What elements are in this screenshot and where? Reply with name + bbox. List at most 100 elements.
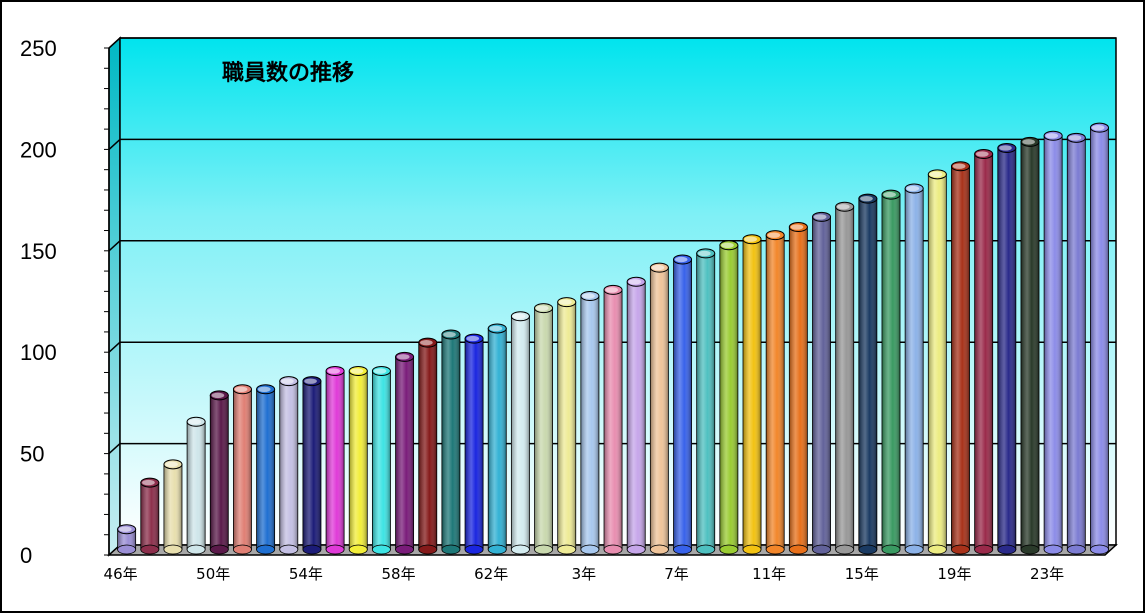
bar-shade [395, 356, 414, 550]
bar-shade [928, 174, 947, 550]
bar-base [140, 544, 160, 555]
bar [232, 384, 252, 555]
bar-top-highlight [466, 335, 480, 342]
bar-shade [163, 464, 182, 550]
bar [325, 366, 345, 555]
x-tick-label: 46年 [104, 565, 138, 583]
bar-top-highlight [350, 368, 364, 374]
bar-base [673, 544, 692, 555]
y-tick-label: 0 [20, 543, 32, 568]
bar [256, 384, 276, 555]
bar-base [302, 544, 322, 555]
gridline-depth [108, 443, 121, 455]
bar-shade [418, 342, 437, 550]
bar-shade [488, 328, 507, 550]
bar-top-highlight [327, 368, 341, 374]
bar-shade [511, 316, 530, 550]
bar-top-highlight [744, 236, 757, 242]
bar-top-highlight [512, 313, 526, 319]
bar-shade [349, 371, 368, 550]
bar-shade [696, 253, 715, 550]
bar [534, 303, 554, 555]
bar-top-highlight [535, 305, 549, 311]
gridline-depth [108, 138, 121, 150]
bar-shade [742, 239, 762, 550]
bar [487, 323, 507, 555]
bar-top-highlight [605, 287, 619, 293]
bar-shade [881, 194, 901, 550]
bar [1066, 132, 1086, 555]
bar [927, 169, 947, 555]
bar-base [742, 544, 762, 555]
bar-base [325, 544, 345, 555]
bar [765, 230, 785, 555]
bar-top-highlight [906, 185, 920, 192]
bar-shade [997, 147, 1016, 550]
bar [811, 211, 832, 555]
bar-shade [650, 267, 669, 550]
bar-base [858, 544, 878, 555]
bar [696, 248, 716, 555]
bar-base [256, 544, 276, 555]
bar-shade [604, 289, 623, 550]
bar [117, 524, 137, 555]
bar-base [534, 544, 553, 555]
bar-base [696, 544, 716, 555]
bar-shade [1090, 127, 1109, 550]
x-tick-label: 54年 [289, 565, 323, 583]
bar-top-highlight [1045, 133, 1059, 139]
bar [788, 222, 808, 555]
bar-top-highlight [304, 378, 317, 384]
bar [950, 161, 971, 555]
bar-shade [627, 281, 646, 550]
bar-base [626, 544, 646, 555]
bar [719, 240, 739, 555]
bar-base [395, 544, 415, 555]
bar [1043, 130, 1063, 555]
bar [881, 189, 901, 555]
bar-base [765, 544, 785, 555]
bar-top-highlight [420, 339, 433, 346]
bar-top-highlight [1022, 139, 1035, 145]
bar-top-highlight [836, 204, 850, 210]
x-tick-label: 62年 [474, 565, 508, 583]
x-tick-label: 3年 [572, 565, 597, 583]
bar [580, 291, 600, 555]
bar-base [1020, 544, 1040, 555]
bar-base [186, 544, 206, 555]
bar-base [209, 544, 229, 555]
bar-shade [372, 371, 391, 550]
x-tick-label: 19年 [937, 565, 971, 583]
bar-shade [441, 334, 460, 550]
bar-top-highlight [234, 386, 248, 392]
bar-top-highlight [142, 479, 155, 486]
bar-top-highlight [860, 195, 873, 202]
bar-shade [835, 206, 854, 550]
x-tick-label: 7年 [664, 565, 689, 583]
bar-shade [951, 166, 970, 550]
side-wall [108, 36, 121, 557]
bar-top-highlight [883, 191, 896, 198]
bar [163, 459, 183, 555]
bar-base [1090, 544, 1109, 555]
bar-top-highlight [674, 256, 688, 263]
gridline-depth [108, 37, 121, 49]
bar-top-highlight [396, 354, 410, 360]
bar-base [348, 544, 368, 555]
bar-shade [534, 308, 553, 550]
bar-top-highlight [721, 242, 734, 248]
bar-top-highlight [628, 279, 642, 285]
y-tick-label: 50 [20, 442, 44, 467]
bar-base [441, 544, 461, 555]
bar-shade [1067, 137, 1086, 550]
bar-top-highlight [698, 250, 711, 257]
bar-base [904, 544, 924, 555]
bar-top-highlight [952, 163, 966, 169]
bar-shade [673, 259, 692, 550]
bar-base [163, 544, 183, 555]
bar-top-highlight [767, 232, 781, 238]
x-tick-label: 15年 [845, 565, 879, 583]
bar-base [279, 544, 299, 555]
bar-top-highlight [1068, 135, 1082, 141]
